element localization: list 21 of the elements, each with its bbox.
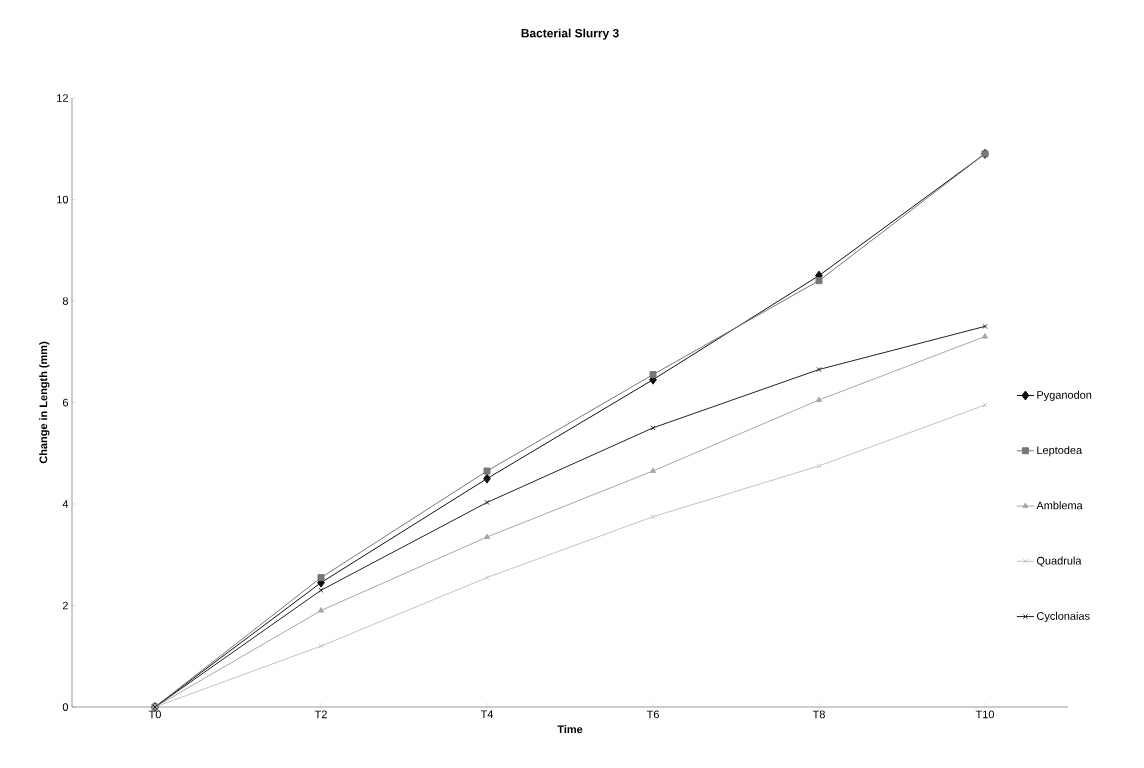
y-tick-label: 12 — [57, 94, 68, 102]
x-tick-label: T6 — [646, 710, 659, 719]
legend-label: Amblema — [1036, 501, 1083, 510]
y-tick-label: 8 — [62, 297, 68, 305]
y-tick-label: 6 — [62, 398, 68, 407]
y-tick-label: 10 — [57, 195, 69, 204]
legend-label: Cyclonaias — [1036, 611, 1090, 623]
x-axis-title: Time — [557, 725, 583, 734]
legend-label: Pyganodon — [1037, 390, 1092, 401]
legend-label: Leptodea — [1037, 446, 1083, 457]
x-tick-label: T8 — [812, 710, 825, 719]
y-tick-label: 4 — [62, 500, 69, 508]
legend-label: Quadrula — [1036, 556, 1082, 567]
chart-title: Bacterial Slurry 3 — [521, 28, 619, 40]
x-tick-label: T2 — [314, 710, 327, 719]
y-tick-label: 2 — [62, 601, 68, 610]
x-tick-label: T4 — [480, 710, 494, 719]
x-tick-label: T0 — [148, 710, 161, 719]
y-tick-label: 0 — [62, 703, 69, 711]
y-axis-title: Change in Length (mm) — [39, 341, 50, 464]
x-tick-label: T10 — [975, 710, 995, 719]
